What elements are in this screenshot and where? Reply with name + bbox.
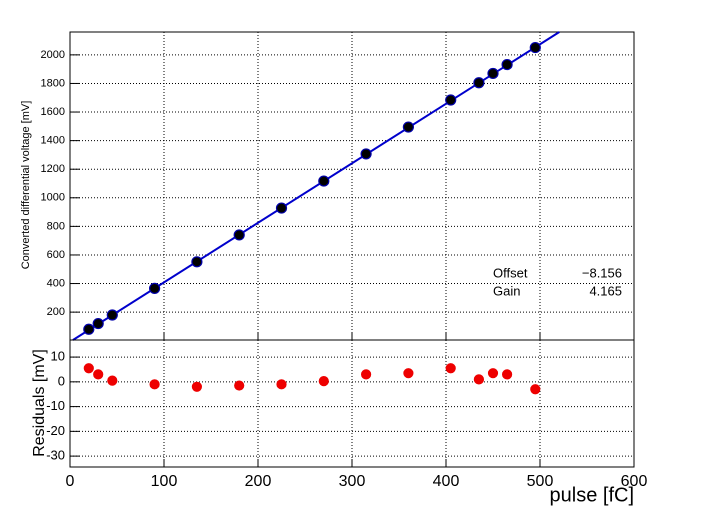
data-point [403,368,414,379]
data-point [501,58,513,71]
stat-value: 4.165 [589,283,622,298]
data-point [502,369,513,380]
y-tick-label: 10 [51,349,65,364]
data-point [93,369,104,380]
y-tick-label: 1000 [41,192,65,204]
y-tick-label: -20 [46,423,65,438]
y-tick-label: 1400 [41,135,65,147]
y-tick-label: -10 [46,398,65,413]
y-tick-label: 0 [58,373,65,388]
y-tick-label: 200 [47,306,65,318]
x-tick-label: 200 [245,473,272,490]
data-point [149,379,160,390]
x-tick-label: 400 [433,473,460,490]
data-point [445,94,457,106]
x-tick-label: 600 [621,473,648,490]
data-point [234,380,245,391]
data-point [149,282,161,295]
data-point [106,309,118,321]
data-point [473,77,485,89]
y-tick-label: 2000 [41,49,65,61]
y-tick-label: 1200 [41,163,65,175]
data-point [445,363,456,374]
data-point [233,229,245,241]
data-point [191,381,202,392]
data-point [473,374,484,385]
data-point [318,375,329,387]
stat-label: Gain [493,283,520,298]
y-axis-label: Converted differential voltage [mV] [20,101,32,270]
data-point [361,369,372,380]
x-tick-label: 0 [66,473,75,490]
data-point [487,67,499,80]
data-point [529,41,541,54]
y-tick-label: 600 [47,249,65,261]
data-point [275,202,288,214]
data-point [318,175,330,187]
x-axis-label: pulse [fC] [550,484,634,506]
x-tick-label: 500 [527,473,554,490]
stat-label: Offset [493,265,528,280]
y-tick-label: -30 [46,448,65,463]
y-axis-label: Residuals [mV] [31,349,48,457]
x-tick-label: 300 [339,473,366,490]
data-point [191,256,203,268]
data-point [487,368,499,379]
stat-value: −8.156 [582,265,622,280]
y-tick-label: 1800 [41,77,65,89]
data-point [83,363,94,374]
y-tick-label: 800 [47,220,65,232]
data-point [276,379,287,390]
data-point [107,375,118,386]
data-point [92,317,104,330]
data-point [402,121,414,133]
data-point [530,384,541,395]
data-point [83,323,95,335]
y-tick-label: 1600 [41,106,65,118]
y-tick-label: 400 [47,277,65,289]
x-tick-label: 100 [151,473,178,490]
data-point [360,148,372,160]
